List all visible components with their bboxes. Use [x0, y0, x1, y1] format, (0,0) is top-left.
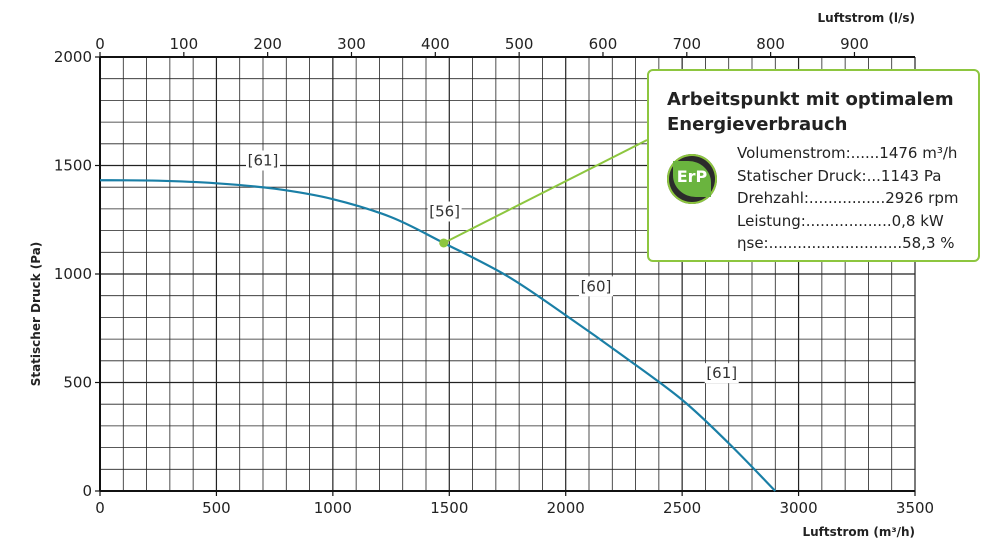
x2-tick-label: 900 — [840, 35, 869, 53]
info-row-value: 1476 m³/h — [879, 144, 958, 162]
info-row-dots: ...... — [850, 144, 880, 162]
operating-point-leader-line — [443, 139, 648, 244]
x2-tick-label: 100 — [170, 35, 199, 53]
x-tick-label: 2500 — [663, 499, 701, 517]
info-row-leistung: Leistung:..................0,8 kW — [737, 210, 958, 233]
operating-point-marker — [439, 238, 449, 248]
curve-label-bg — [427, 201, 462, 222]
y-tick-label: 500 — [63, 374, 92, 392]
curve-annotation-label: [61] — [248, 152, 279, 170]
info-row-drehzahl: Drehzahl:................2926 rpm — [737, 187, 958, 210]
info-row-label: Volumenstrom: — [737, 144, 851, 162]
erp-leaf-shape — [673, 161, 711, 197]
info-row-label: Drehzahl: — [737, 189, 809, 207]
info-row-label: Leistung: — [737, 211, 806, 230]
info-row-value: 0,8 kW — [891, 211, 944, 230]
info-box-title: Arbeitspunkt mit optimalem Energieverbra… — [667, 89, 954, 135]
x2-tick-label: 300 — [337, 35, 366, 53]
erp-leaf-icon: ErP — [667, 154, 717, 204]
x-tick-label: 1000 — [314, 499, 352, 517]
x-axis-title: Luftstrom (m³/h) — [802, 525, 915, 539]
info-row-volumenstrom: Volumenstrom:......1476 m³/h — [737, 142, 958, 165]
x-tick-label: 2000 — [547, 499, 585, 517]
info-row-dots: .................. — [805, 211, 892, 230]
x2-axis-title: Luftstrom (l/s) — [818, 11, 915, 25]
x2-tick-label: 400 — [421, 35, 450, 53]
info-row-value: 2926 rpm — [885, 189, 959, 207]
chart-labels: [61] [56] [60] [61] — [246, 139, 739, 384]
chart-axes: 0 500 1000 1500 2000 2500 3000 3500 0 100 200 300 40… — [29, 11, 934, 539]
y-tick-label: 0 — [82, 482, 92, 500]
curve-annotation-label: [60] — [581, 277, 612, 295]
curve-annotation-label: [61] — [706, 364, 737, 382]
y-axis-title: Statischer Druck (Pa) — [29, 242, 43, 387]
info-row-dots: ... — [866, 166, 881, 185]
y-tick-label: 2000 — [54, 48, 92, 66]
x-tick-label: 1500 — [430, 499, 468, 517]
x2-tick-label: 0 — [95, 35, 105, 53]
info-row-dots: ............................ — [768, 234, 903, 252]
y-tick-label: 1000 — [54, 265, 92, 283]
x2-tick-label: 500 — [505, 35, 534, 53]
x2-tick-label: 200 — [253, 35, 282, 53]
chart-grid — [99, 56, 916, 492]
chart-series — [99, 179, 777, 492]
x-tick-label: 500 — [202, 499, 231, 517]
info-row-label: ηse: — [737, 234, 769, 252]
x-tick-label: 3500 — [896, 499, 934, 517]
x2-tick-label: 700 — [672, 35, 701, 53]
info-row-efficiency: ηse:............................58,3 % — [737, 232, 958, 255]
info-row-value: 1143 Pa — [880, 166, 942, 185]
curve-label-bg — [704, 363, 739, 384]
y-tick-label: 1500 — [54, 157, 92, 175]
curve-label-bg — [246, 150, 280, 171]
x-tick-label: 0 — [95, 499, 105, 517]
x-tick-label: 3000 — [779, 499, 817, 517]
curve-annotation-label: [56] — [429, 202, 460, 220]
curve-label-bg — [578, 276, 613, 297]
x2-tick-label: 800 — [756, 35, 785, 53]
erp-badge-text: ErP — [676, 167, 708, 186]
info-row-dots: ................ — [808, 189, 886, 207]
info-row-label: Statischer Druck: — [737, 166, 867, 185]
x2-tick-label: 600 — [589, 35, 618, 53]
info-row-statischer-druck: Statischer Druck:...1143 Pa — [737, 165, 958, 188]
performance-curve-line — [99, 179, 777, 492]
info-row-value: 58,3 % — [902, 234, 955, 252]
operating-point-info-box: Arbeitspunkt mit optimalem Energieverbra… — [647, 69, 980, 262]
info-box-rows: Volumenstrom:......1476 m³/h Statischer … — [737, 142, 958, 255]
